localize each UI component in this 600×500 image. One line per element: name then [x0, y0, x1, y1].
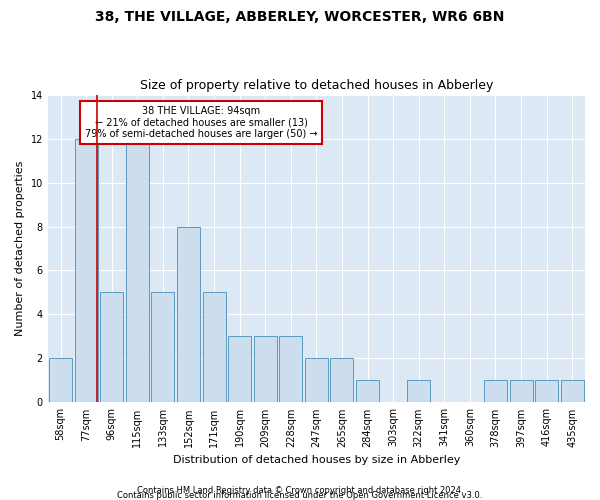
- Bar: [254, 336, 277, 402]
- Y-axis label: Number of detached properties: Number of detached properties: [15, 161, 25, 336]
- Bar: [356, 380, 379, 402]
- Bar: [407, 380, 430, 402]
- Bar: [535, 380, 558, 402]
- Title: Size of property relative to detached houses in Abberley: Size of property relative to detached ho…: [140, 79, 493, 92]
- Bar: [126, 138, 149, 402]
- Bar: [100, 292, 123, 403]
- Bar: [49, 358, 72, 403]
- Text: 38, THE VILLAGE, ABBERLEY, WORCESTER, WR6 6BN: 38, THE VILLAGE, ABBERLEY, WORCESTER, WR…: [95, 10, 505, 24]
- Bar: [305, 358, 328, 403]
- Text: 38 THE VILLAGE: 94sqm
← 21% of detached houses are smaller (13)
79% of semi-deta: 38 THE VILLAGE: 94sqm ← 21% of detached …: [85, 106, 317, 139]
- Bar: [331, 358, 353, 403]
- X-axis label: Distribution of detached houses by size in Abberley: Distribution of detached houses by size …: [173, 455, 460, 465]
- Bar: [151, 292, 175, 403]
- Bar: [74, 138, 98, 402]
- Text: Contains public sector information licensed under the Open Government Licence v3: Contains public sector information licen…: [118, 491, 482, 500]
- Bar: [228, 336, 251, 402]
- Bar: [280, 336, 302, 402]
- Bar: [203, 292, 226, 403]
- Bar: [484, 380, 507, 402]
- Bar: [509, 380, 533, 402]
- Bar: [560, 380, 584, 402]
- Bar: [177, 226, 200, 402]
- Text: Contains HM Land Registry data © Crown copyright and database right 2024.: Contains HM Land Registry data © Crown c…: [137, 486, 463, 495]
